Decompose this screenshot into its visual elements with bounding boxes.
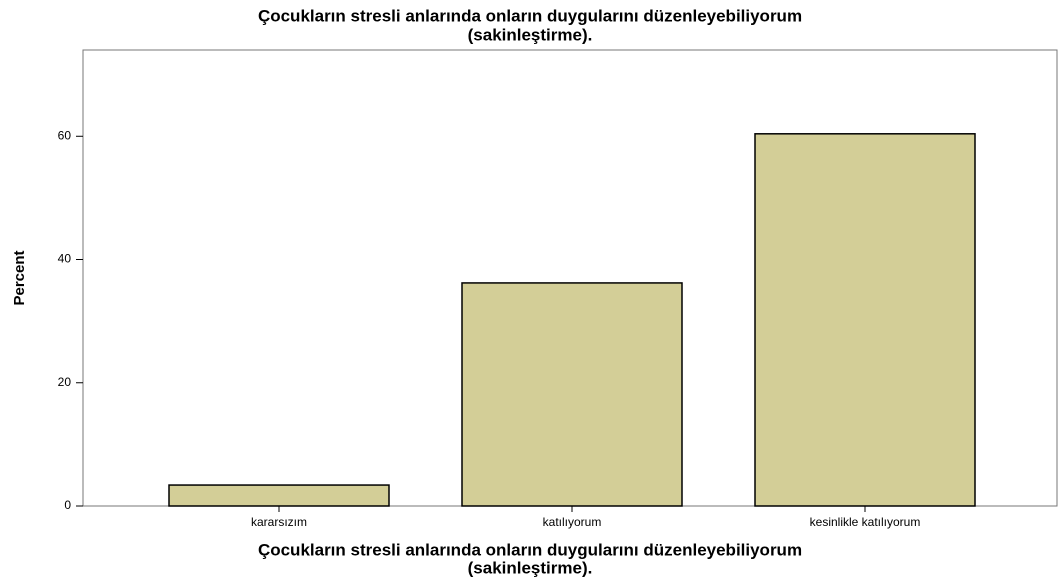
y-tick-label: 20 bbox=[58, 375, 72, 389]
bar bbox=[461, 282, 683, 507]
chart-title: (sakinleştirme). bbox=[468, 25, 593, 44]
x-tick-label: kesinlikle katılıyorum bbox=[810, 515, 921, 529]
x-tick-label: katılıyorum bbox=[543, 515, 602, 529]
x-tick-label: kararsızım bbox=[251, 515, 307, 529]
chart-title: Çocukların stresli anlarında onların duy… bbox=[258, 6, 802, 25]
bar bbox=[168, 484, 390, 507]
bar bbox=[754, 133, 976, 507]
y-axis-label: Percent bbox=[11, 250, 28, 305]
y-tick-label: 60 bbox=[58, 128, 72, 142]
x-axis-label: Çocukların stresli anlarında onların duy… bbox=[258, 540, 802, 559]
x-axis-label: (sakinleştirme). bbox=[468, 558, 593, 577]
y-tick-label: 0 bbox=[64, 498, 71, 512]
y-tick-label: 40 bbox=[58, 252, 72, 266]
